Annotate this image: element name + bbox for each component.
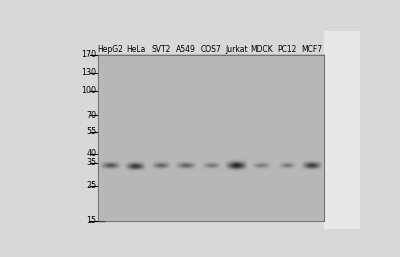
Text: MCF7: MCF7: [301, 45, 322, 54]
Text: 15: 15: [86, 216, 96, 225]
Text: 100: 100: [82, 86, 96, 95]
Text: COS7: COS7: [201, 45, 222, 54]
Bar: [324, 31, 360, 229]
Text: HepG2: HepG2: [98, 45, 124, 54]
Text: 70: 70: [86, 111, 96, 120]
Text: 40: 40: [86, 149, 96, 158]
Text: 25: 25: [86, 181, 96, 190]
Text: SVT2: SVT2: [151, 45, 170, 54]
Text: Jurkat: Jurkat: [225, 45, 248, 54]
Text: PC12: PC12: [277, 45, 296, 54]
Text: 35: 35: [86, 158, 96, 167]
Text: A549: A549: [176, 45, 196, 54]
Text: 55: 55: [86, 127, 96, 136]
Text: 170: 170: [81, 50, 96, 59]
Text: 130: 130: [82, 68, 96, 77]
Text: MDCK: MDCK: [250, 45, 273, 54]
Text: HeLa: HeLa: [126, 45, 146, 54]
